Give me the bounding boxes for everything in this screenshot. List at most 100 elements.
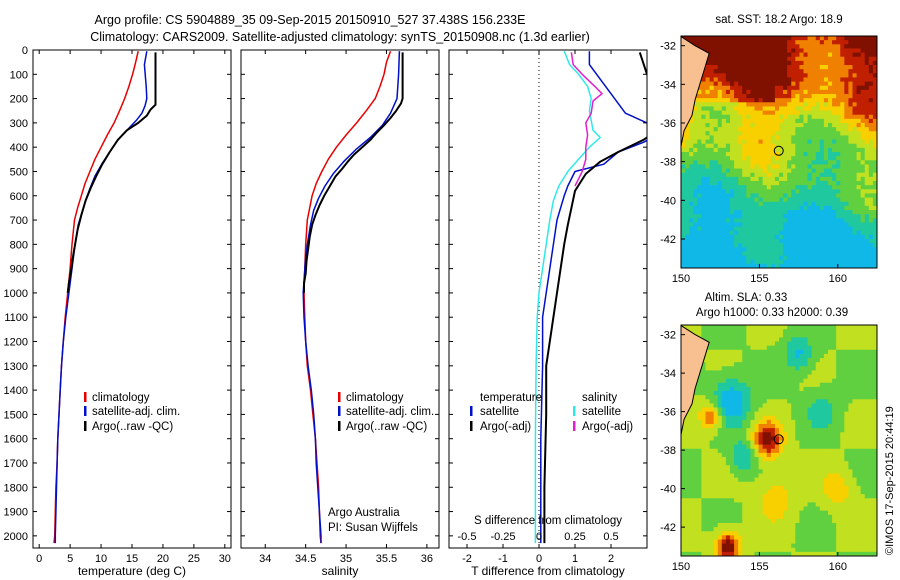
sla-cell — [762, 366, 768, 371]
sst-cell — [766, 94, 772, 99]
series-line — [540, 51, 647, 544]
sst-cell — [779, 243, 784, 248]
sla-cell — [734, 353, 739, 359]
sla-cell — [791, 457, 796, 462]
sla-cell — [803, 498, 809, 503]
sst-cell — [868, 40, 874, 45]
sla-cell — [770, 543, 776, 549]
sst-cell — [734, 114, 739, 120]
sst-cell — [828, 205, 833, 211]
sla-cell — [803, 411, 809, 417]
sst-cell — [823, 52, 829, 58]
sla-cell — [779, 527, 784, 532]
sst-cell — [783, 205, 788, 211]
sst-cell — [705, 106, 711, 112]
sla-cell — [754, 502, 760, 507]
sst-cell — [730, 197, 735, 203]
sst-cell — [713, 168, 719, 174]
sst-cell — [832, 118, 837, 124]
sst-cell — [872, 81, 877, 87]
sst-cell — [742, 185, 747, 190]
sla-cell — [750, 374, 755, 380]
sst-cell — [705, 85, 711, 91]
sst-cell — [836, 98, 841, 103]
sst-cell — [807, 147, 813, 153]
sla-cell — [697, 329, 702, 334]
sla-cell — [713, 386, 719, 392]
sla-cell — [774, 477, 780, 483]
sst-cell — [697, 243, 702, 248]
sst-cell — [787, 247, 792, 252]
sla-cell — [754, 551, 760, 556]
sst-cell — [681, 205, 686, 211]
sla-cell — [799, 551, 804, 556]
sst-cell — [868, 106, 874, 112]
sla-cell — [709, 345, 715, 351]
sla-cell — [713, 473, 719, 479]
sla-cell — [799, 419, 804, 425]
sst-cell — [852, 85, 858, 91]
sla-cell — [713, 428, 719, 433]
sla-cell — [828, 378, 833, 384]
sst-cell — [840, 164, 845, 170]
sla-cell — [705, 419, 711, 425]
sst-cell — [770, 123, 776, 128]
sla-cell — [697, 527, 702, 532]
sla-cell — [689, 407, 694, 413]
sst-cell — [734, 234, 739, 240]
sst-cell — [762, 123, 768, 128]
sla-cell — [693, 473, 698, 479]
sla-cell — [783, 415, 788, 421]
sst-cell — [738, 73, 743, 78]
sla-cell — [742, 490, 747, 495]
sla-cell — [758, 457, 764, 462]
sla-cell — [828, 341, 833, 347]
sla-cell — [717, 506, 723, 512]
sst-cell — [754, 110, 760, 116]
sst-cell — [697, 89, 702, 95]
sst-cell — [803, 89, 809, 95]
sla-cell — [750, 370, 755, 375]
sst-cell — [860, 201, 866, 207]
sst-cell — [713, 94, 719, 99]
sla-cell — [762, 498, 768, 503]
sla-cell — [730, 531, 735, 536]
sla-cell — [742, 337, 747, 342]
sla-cell — [746, 539, 751, 545]
sla-cell — [795, 444, 800, 450]
sst-cell — [836, 44, 841, 49]
sst-cell — [844, 77, 849, 83]
sla-cell — [685, 523, 690, 528]
sst-cell — [791, 214, 796, 219]
sla-cell — [717, 411, 723, 417]
sst-cell — [844, 251, 849, 257]
sst-cell — [860, 98, 866, 103]
sst-cell — [811, 118, 817, 124]
sla-cell — [815, 370, 821, 375]
sla-cell — [758, 386, 764, 392]
sla-cell — [697, 498, 702, 503]
sst-cell — [840, 239, 845, 244]
sst-cell — [774, 214, 780, 219]
sst-cell — [844, 118, 849, 124]
sst-cell — [762, 77, 768, 83]
sla-cell — [697, 494, 702, 499]
sst-cell — [774, 164, 780, 170]
sla-cell — [795, 419, 800, 425]
sla-cell — [823, 345, 829, 351]
sla-cell — [795, 551, 800, 556]
sst-cell — [828, 102, 833, 107]
sst-cell — [803, 73, 809, 78]
sla-cell — [762, 386, 768, 392]
sla-cell — [815, 506, 821, 512]
sla-cell — [774, 395, 780, 400]
sla-cell — [742, 349, 747, 355]
sst-cell — [693, 114, 698, 120]
sla-cell — [738, 477, 743, 483]
sla-cell — [734, 415, 739, 421]
sst-cell — [868, 259, 874, 265]
sla-cell — [750, 473, 755, 479]
salinity-legend: climatology satellite-adj. clim. Argo(..… — [338, 392, 434, 433]
legend-swatch-climatology — [338, 392, 341, 402]
sst-cell — [742, 102, 747, 107]
